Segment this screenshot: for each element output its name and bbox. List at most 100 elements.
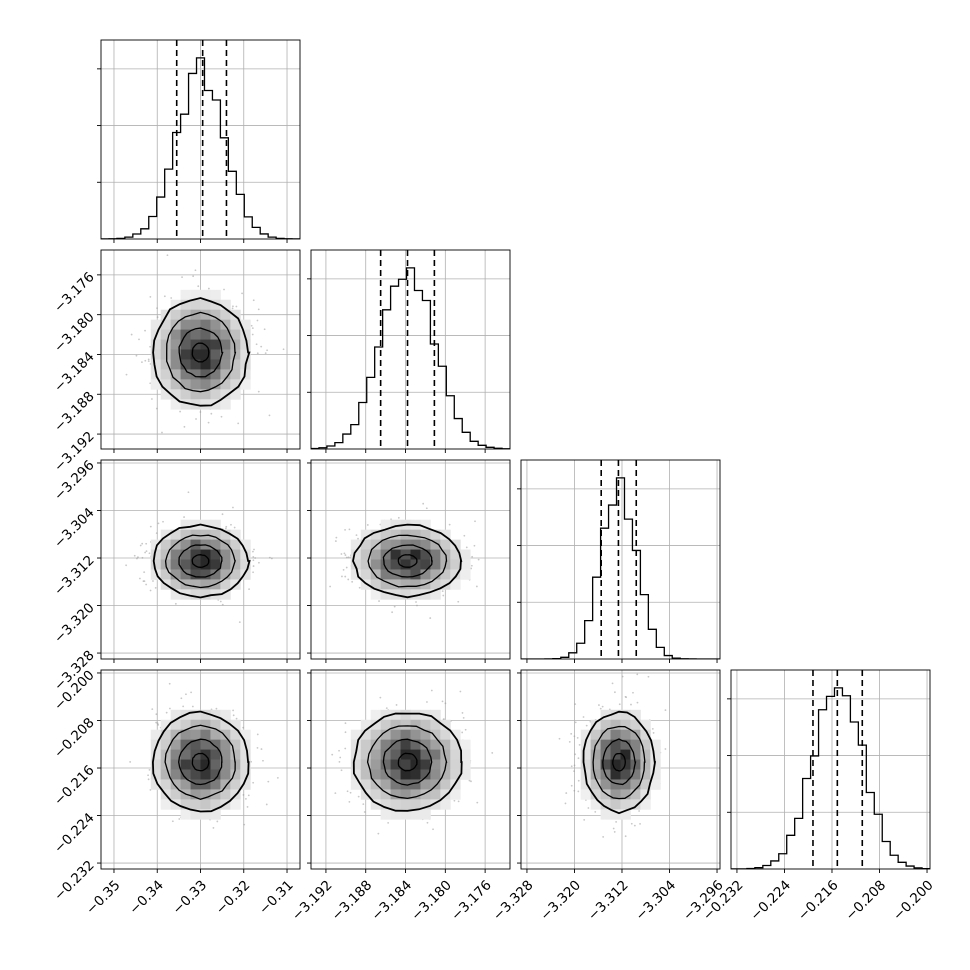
density-cell [380,589,391,600]
density-cell [210,789,221,800]
scatter-point [338,749,340,752]
density-cell [370,729,382,741]
density-cell [190,389,201,400]
density-cell [240,379,251,390]
scatter-point [251,327,254,330]
density-cell [210,709,221,721]
density-cell [350,759,362,770]
y-tick-label: −0.216 [51,762,98,809]
scatter-point [230,523,232,526]
density-cell [580,779,592,790]
density-cell [450,759,461,770]
density-cell [220,549,231,560]
scatter-point [565,792,568,794]
density-cell [220,299,231,311]
density-cell [400,579,411,590]
x-tick-label: −3.320 [537,877,584,924]
density-cell [180,349,191,360]
panel-3-0: −0.35 −0.34 −0.33 −0.32 −0.31−0.232−0.224−0.… [51,667,301,918]
density-cell [380,739,391,750]
density-cell [150,749,162,760]
scatter-point [157,723,160,726]
density-cell [170,299,181,311]
scatter-point [161,431,163,434]
density-cell [350,559,362,570]
scatter-point [636,673,639,676]
density-cell [200,399,211,410]
y-tick-label: −3.188 [51,389,98,436]
density-cell [590,749,601,760]
scatter-point [147,358,150,361]
scatter-point [185,693,187,696]
contour-line [166,311,237,393]
density-cell [380,729,391,741]
density-cell [430,759,441,770]
scatter-point [224,527,227,530]
density-cell [600,749,611,760]
density-cell [220,709,231,721]
scatter-point [247,794,250,797]
density-cell [380,549,391,560]
density-cell [200,719,211,731]
x-tick-label: −0.224 [747,877,794,924]
scatter-point [270,557,273,560]
scatter-point [453,799,456,802]
density-cell [350,779,362,790]
density-cell [380,559,391,570]
scatter-point [329,585,332,588]
density-cell [350,569,362,580]
density-cell [220,399,231,410]
density-cell [460,559,471,570]
scatter-point [252,781,255,784]
scatter-point [237,422,240,425]
density-cell [220,349,231,360]
density-cell [180,809,191,820]
scatter-point [464,728,467,731]
scatter-point [585,724,588,727]
density-cell [430,559,441,570]
scatter-point [652,732,655,734]
scatter-point [395,704,398,706]
density-cell [210,779,221,790]
density-cell [390,559,401,570]
density-cell [220,759,231,770]
scatter-point [344,554,347,556]
scatter-point [346,790,349,793]
density-cell [450,559,461,570]
density-cell [430,569,441,580]
density-cell [450,729,461,741]
contour-line [152,523,251,599]
scatter-point [144,329,146,332]
panel-frame [310,459,511,660]
x-tick-label: −0.200 [890,877,937,924]
scatter-point [470,567,473,570]
density-cell [200,319,211,330]
density-cell [170,749,181,760]
scatter-point [426,701,428,703]
density-cell [180,779,191,790]
scatter-point [587,807,590,809]
scatter-point [231,307,234,310]
density-cell [380,569,391,580]
density-cell [160,549,172,560]
density-cell [420,789,431,800]
scatter-point [210,412,213,415]
y-tick-label: −0.208 [51,715,98,762]
density-cell [220,569,231,580]
density-cell [590,799,601,810]
scatter-point [444,702,447,705]
scatter-point [256,733,259,736]
density-cell [220,359,231,370]
scatter-point [344,731,347,734]
density-cell [210,569,221,580]
scatter-point [156,307,158,310]
density-cell [370,709,382,721]
density-cell [620,749,631,760]
density-cell [200,579,211,590]
density-cell [390,779,401,790]
density-cell [630,799,641,810]
scatter-point [426,821,429,824]
scatter-point [342,569,345,571]
scatter-point [246,806,249,808]
scatter-point [145,583,148,586]
